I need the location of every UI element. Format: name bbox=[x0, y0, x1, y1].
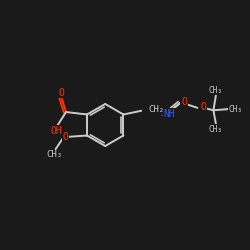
Text: NH: NH bbox=[164, 109, 175, 119]
Text: CH₃: CH₃ bbox=[209, 125, 223, 134]
Text: OH: OH bbox=[50, 126, 62, 136]
Text: CH₃: CH₃ bbox=[228, 104, 242, 114]
Text: O: O bbox=[58, 88, 64, 98]
Text: O: O bbox=[200, 102, 206, 112]
Text: O: O bbox=[181, 97, 187, 107]
Text: CH₃: CH₃ bbox=[209, 86, 223, 94]
Text: CH₂: CH₂ bbox=[148, 105, 164, 114]
Text: O: O bbox=[63, 132, 69, 142]
Text: CH₃: CH₃ bbox=[46, 150, 62, 159]
